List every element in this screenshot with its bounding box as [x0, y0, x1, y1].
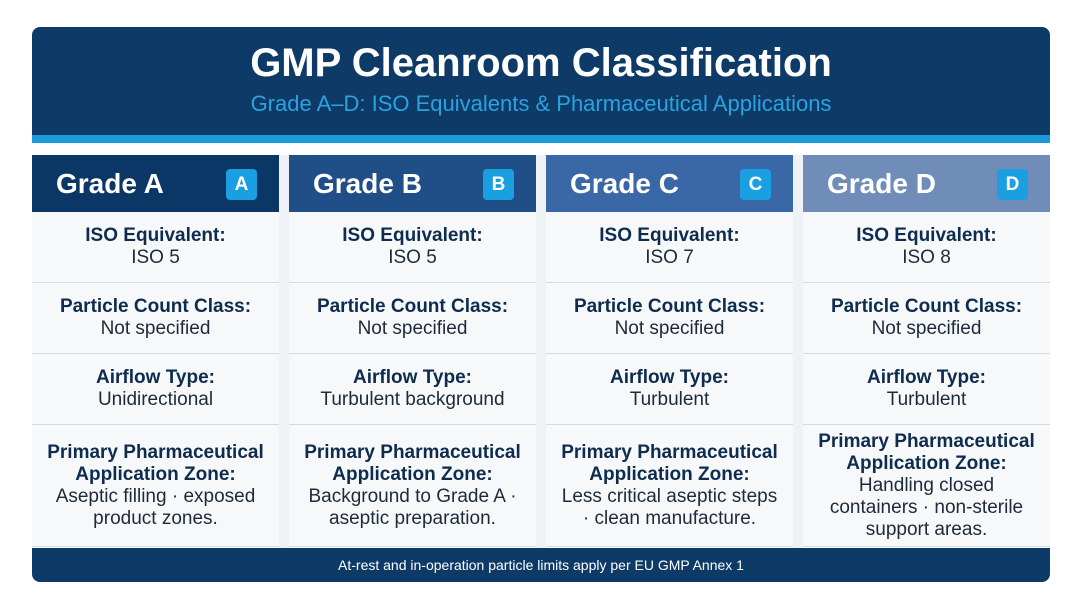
field-value: ISO 5	[388, 247, 437, 268]
field-value: Aseptic filling · exposed product zones.	[55, 485, 256, 529]
field-value: ISO 7	[645, 247, 694, 268]
grade-badge: B	[483, 169, 514, 200]
field-row: Particle Count Class: Not specified	[289, 283, 536, 354]
field-row: ISO Equivalent: ISO 5	[32, 212, 279, 283]
field-row: Airflow Type: Turbulent background	[289, 354, 536, 425]
field-label: Particle Count Class:	[573, 296, 766, 317]
grade-header: Grade C C	[546, 155, 793, 212]
title: GMP Cleanroom Classification	[250, 41, 832, 85]
field-label: Airflow Type:	[96, 367, 215, 388]
field-row: Primary Pharmaceutical Application Zone:…	[546, 425, 793, 547]
field-label: Primary Pharmaceutical Application Zone:	[561, 441, 778, 485]
grade-name: Grade D	[827, 168, 936, 199]
field-label: Particle Count Class:	[316, 296, 509, 317]
field-row: ISO Equivalent: ISO 8	[803, 212, 1050, 283]
field-value: Background to Grade A · aseptic preparat…	[308, 485, 517, 529]
grade-badge: A	[226, 169, 257, 200]
footer: At-rest and in-operation particle limits…	[32, 548, 1050, 582]
field-label: Particle Count Class:	[59, 296, 252, 317]
grade-column: Grade D D ISO Equivalent: ISO 8 Particle Cou…	[803, 155, 1050, 548]
field-value: Handling closed containers · non-sterile…	[829, 474, 1024, 540]
grade-name: Grade B	[313, 168, 422, 199]
subtitle: Grade A–D: ISO Equivalents & Pharmaceuti…	[250, 91, 832, 116]
spacer	[32, 143, 1050, 155]
field-row: Airflow Type: Turbulent	[803, 354, 1050, 425]
field-row: Primary Pharmaceutical Application Zone:…	[32, 425, 279, 547]
field-row: ISO Equivalent: ISO 7	[546, 212, 793, 283]
field-label: ISO Equivalent:	[599, 225, 740, 246]
field-value: Not specified	[357, 318, 468, 339]
field-row: Particle Count Class: Not specified	[32, 283, 279, 354]
field-value: Less critical aseptic steps · clean manu…	[561, 485, 778, 529]
field-label: ISO Equivalent:	[342, 225, 483, 246]
field-value: Not specified	[871, 318, 982, 339]
field-value: Turbulent background	[320, 389, 505, 410]
grade-header: Grade A A	[32, 155, 279, 212]
field-row: Particle Count Class: Not specified	[546, 283, 793, 354]
field-value: Turbulent	[629, 389, 710, 410]
field-row: Airflow Type: Turbulent	[546, 354, 793, 425]
field-value: ISO 5	[131, 247, 180, 268]
field-row: Particle Count Class: Not specified	[803, 283, 1050, 354]
field-value: Turbulent	[886, 389, 967, 410]
field-value: Unidirectional	[97, 389, 214, 410]
grade-column: Grade C C ISO Equivalent: ISO 7 Particle Cou…	[546, 155, 793, 548]
field-value: Not specified	[614, 318, 725, 339]
grade-header: Grade D D	[803, 155, 1050, 212]
field-label: Airflow Type:	[353, 367, 472, 388]
grade-column: Grade B B ISO Equivalent: ISO 5 Particle Cou…	[289, 155, 536, 548]
field-label: Particle Count Class:	[830, 296, 1023, 317]
panel: GMP Cleanroom Classification Grade A–D: …	[32, 27, 1050, 582]
field-row: Airflow Type: Unidirectional	[32, 354, 279, 425]
grade-name: Grade A	[56, 168, 164, 199]
header: GMP Cleanroom Classification Grade A–D: …	[32, 27, 1050, 143]
field-label: ISO Equivalent:	[85, 225, 226, 246]
field-value: ISO 8	[902, 247, 951, 268]
field-row: ISO Equivalent: ISO 5	[289, 212, 536, 283]
field-label: ISO Equivalent:	[856, 225, 997, 246]
grade-column: Grade A A ISO Equivalent: ISO 5 Particle Cou…	[32, 155, 279, 548]
grade-header: Grade B B	[289, 155, 536, 212]
field-label: Airflow Type:	[610, 367, 729, 388]
field-label: Primary Pharmaceutical Application Zone:	[818, 430, 1035, 474]
grade-name: Grade C	[570, 168, 679, 199]
field-row: Primary Pharmaceutical Application Zone:…	[803, 425, 1050, 547]
grade-badge: D	[997, 169, 1028, 200]
field-value: Not specified	[100, 318, 211, 339]
grade-badge: C	[740, 169, 771, 200]
field-label: Primary Pharmaceutical Application Zone:	[47, 441, 264, 485]
field-label: Airflow Type:	[867, 367, 986, 388]
field-row: Primary Pharmaceutical Application Zone:…	[289, 425, 536, 547]
field-label: Primary Pharmaceutical Application Zone:	[304, 441, 521, 485]
